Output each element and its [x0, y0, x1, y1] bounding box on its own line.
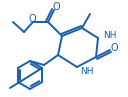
Text: NH: NH [103, 30, 116, 39]
Text: O: O [52, 2, 60, 12]
Text: O: O [110, 43, 118, 53]
Text: NH: NH [80, 68, 93, 77]
Text: O: O [28, 14, 36, 24]
